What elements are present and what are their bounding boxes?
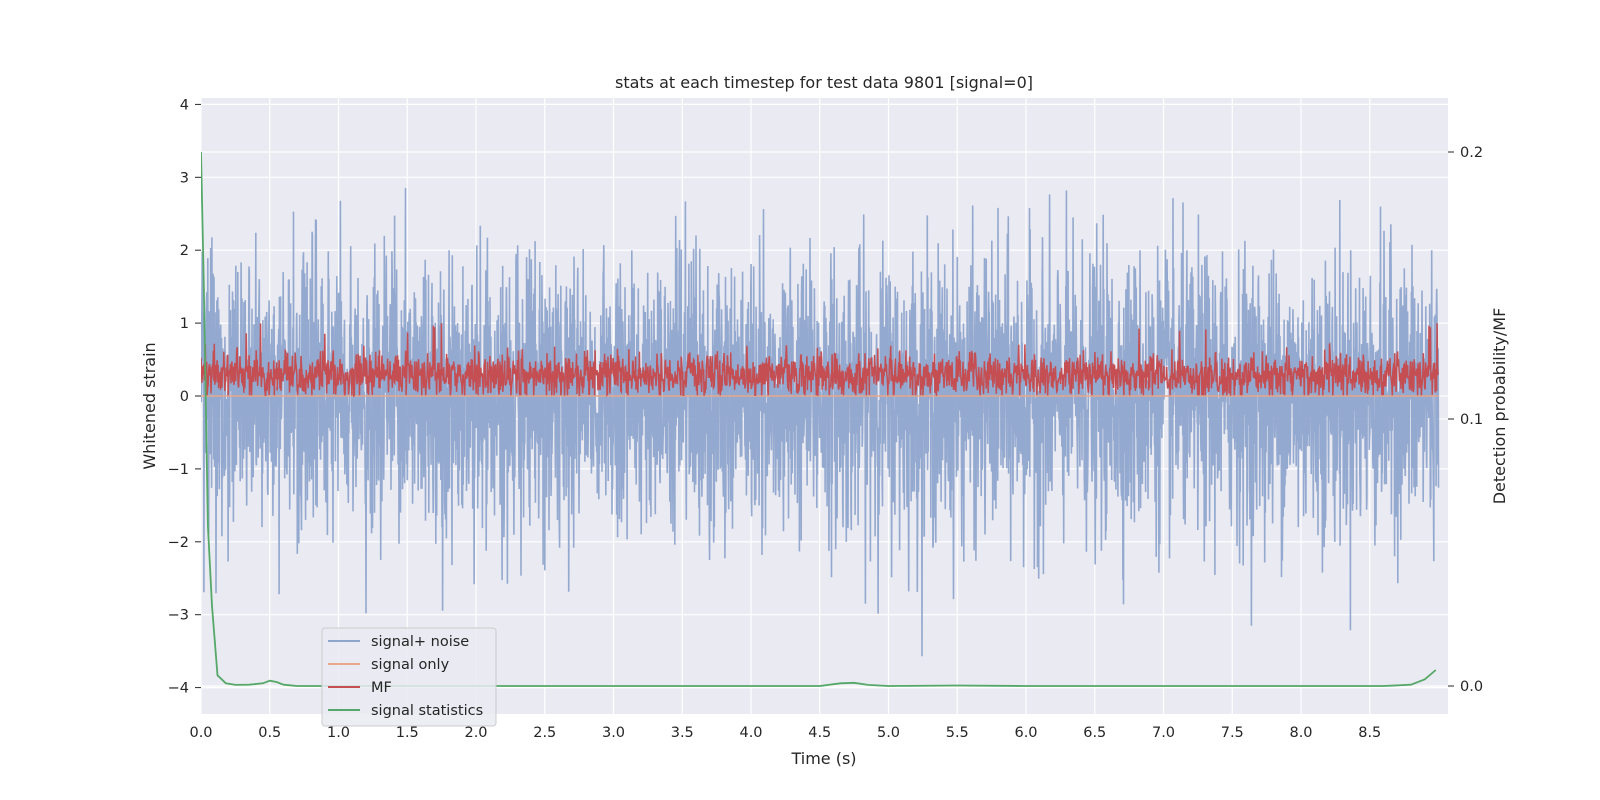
- x-tick-label: 0.0: [189, 725, 212, 741]
- series-signal-statistics: [201, 151, 1437, 687]
- x-tick-labels: 0.0 0.5 1.0 1.5 2.0 2.5 3.0 3.5 4.0 4.5 5.0 5.5 6.0 6…: [189, 725, 1381, 741]
- y-tick-label: −3: [168, 608, 189, 624]
- y-tick-label: 3: [180, 170, 189, 186]
- x-tick-label: 7.5: [1221, 725, 1244, 741]
- x-tick-label: 3.0: [602, 725, 625, 741]
- x-tick-label: 2.5: [533, 725, 556, 741]
- x-tick-label: 6.0: [1014, 725, 1037, 741]
- y2-tick-label: 0.0: [1460, 679, 1483, 695]
- x-tick-label: 3.5: [671, 725, 694, 741]
- y-tick-label: 2: [180, 243, 189, 259]
- x-tick-label: 5.5: [946, 725, 969, 741]
- y2-tick-label: 0.1: [1460, 412, 1483, 428]
- x-tick-label: 1.0: [327, 725, 350, 741]
- x-tick-label: 8.5: [1358, 725, 1381, 741]
- x-tick-label: 5.0: [877, 725, 900, 741]
- series-group: [201, 151, 1440, 687]
- series-signal-noise: [201, 187, 1440, 657]
- legend-label-signal-noise: signal+ noise: [371, 634, 469, 650]
- x-tick-label: 4.0: [739, 725, 762, 741]
- y-tick-label: 1: [180, 316, 189, 332]
- legend-label-mf: MF: [371, 680, 392, 696]
- legend-label-signal-statistics: signal statistics: [371, 703, 483, 719]
- x-tick-label: 7.0: [1152, 725, 1175, 741]
- x-tick-label: 0.5: [258, 725, 281, 741]
- y-tick-labels: 4 3 2 1 0 −1 −2 −3 −4: [168, 97, 201, 697]
- y-tick-label: −4: [168, 681, 189, 697]
- y2-tick-labels: 0.2 0.1 0.0: [1448, 145, 1483, 695]
- series-mf: [201, 323, 1439, 398]
- y-tick-label: −1: [168, 462, 189, 478]
- legend-label-signal-only: signal only: [371, 657, 450, 673]
- x-tick-label: 8.0: [1289, 725, 1312, 741]
- legend: signal+ noise signal only MF signal stat…: [321, 627, 497, 727]
- y-tick-label: 4: [180, 97, 189, 113]
- x-tick-label: 2.0: [464, 725, 487, 741]
- y-tick-label: 0: [180, 389, 189, 405]
- x-axis-label: Time (s): [790, 749, 856, 768]
- y-tick-label: −2: [168, 535, 189, 551]
- chart-title: stats at each timestep for test data 980…: [615, 73, 1033, 92]
- legend-box: [321, 627, 497, 727]
- x-tick-label: 6.5: [1083, 725, 1106, 741]
- y-axis-label: Whitened strain: [140, 342, 159, 469]
- y2-axis-label: Detection probability/MF: [1490, 308, 1509, 505]
- y2-tick-label: 0.2: [1460, 145, 1483, 161]
- x-tick-label: 1.5: [396, 725, 419, 741]
- x-tick-label: 4.5: [808, 725, 831, 741]
